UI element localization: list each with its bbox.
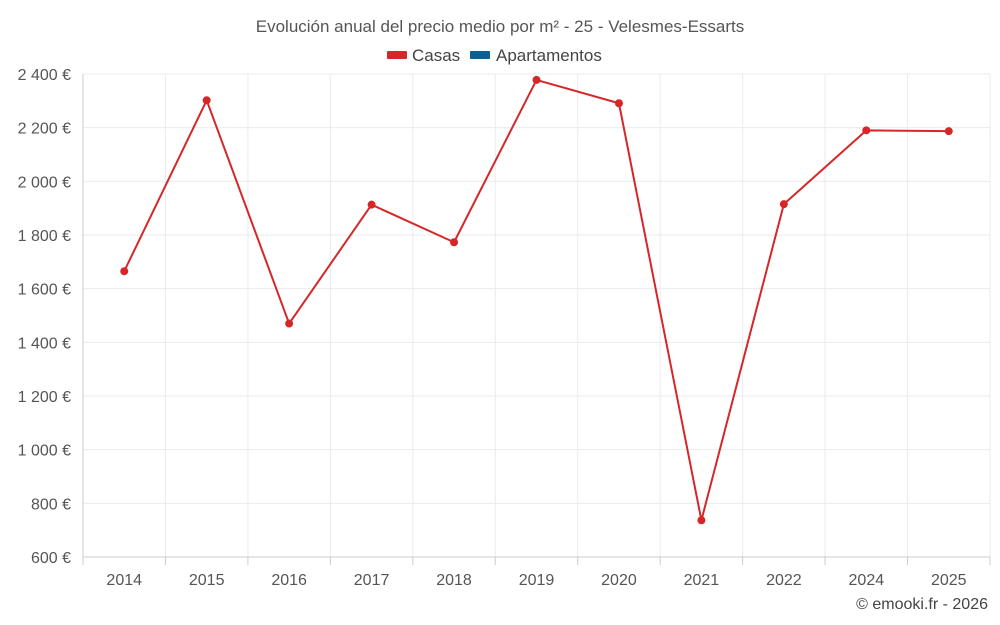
credit-text: © emooki.fr - 2026 xyxy=(856,596,988,613)
data-point-casas[interactable] xyxy=(450,238,459,247)
data-point-casas[interactable] xyxy=(285,319,294,328)
x-tick-label: 2019 xyxy=(519,572,555,589)
x-tick-label: 2022 xyxy=(766,572,802,589)
x-tick-label: 2024 xyxy=(849,572,885,589)
data-point-casas[interactable] xyxy=(944,127,953,136)
legend-item-apartamentos[interactable]: Apartamentos xyxy=(470,46,602,65)
y-tick-label: 1 400 € xyxy=(18,335,71,352)
data-point-casas[interactable] xyxy=(862,126,871,135)
legend-swatch-apartamentos xyxy=(470,51,490,59)
x-tick-label: 2025 xyxy=(931,572,967,589)
x-tick-label: 2016 xyxy=(271,572,307,589)
x-tick-label: 2014 xyxy=(106,572,142,589)
data-point-casas[interactable] xyxy=(614,99,623,108)
y-tick-label: 1 600 € xyxy=(18,282,71,299)
y-tick-label: 2 200 € xyxy=(18,121,71,138)
axis-layer: 600 € 800 € 1 000 € 1 200 € 1 400 € 1 600 € 1 … xyxy=(18,67,991,589)
legend-swatch-casas xyxy=(387,51,407,59)
x-tick-label: 2021 xyxy=(684,572,720,589)
legend: Casas Apartamentos xyxy=(387,46,602,65)
legend-label-apartamentos: Apartamentos xyxy=(496,46,602,65)
data-point-casas[interactable] xyxy=(532,75,541,84)
y-tick-label: 1 200 € xyxy=(18,389,71,406)
y-tick-label: 2 400 € xyxy=(18,67,71,84)
data-point-casas[interactable] xyxy=(697,516,706,525)
data-point-casas[interactable] xyxy=(202,96,211,105)
x-tick-label: 2018 xyxy=(436,572,472,589)
data-point-casas[interactable] xyxy=(120,267,129,276)
legend-label-casas: Casas xyxy=(412,46,460,65)
x-tick-label: 2020 xyxy=(601,572,637,589)
legend-item-casas[interactable]: Casas xyxy=(387,46,460,65)
data-point-casas[interactable] xyxy=(367,200,376,209)
chart-title: Evolución anual del precio medio por m² … xyxy=(256,17,745,36)
y-tick-label: 600 € xyxy=(31,550,71,567)
x-tick-label: 2015 xyxy=(189,572,225,589)
y-tick-label: 1 800 € xyxy=(18,228,71,245)
x-tick-label: 2017 xyxy=(354,572,390,589)
y-tick-label: 800 € xyxy=(31,496,71,513)
data-point-casas[interactable] xyxy=(779,200,788,209)
series-layer xyxy=(120,75,953,525)
grid-layer xyxy=(83,73,991,557)
y-tick-label: 1 000 € xyxy=(18,443,71,460)
y-tick-label: 2 000 € xyxy=(18,174,71,191)
